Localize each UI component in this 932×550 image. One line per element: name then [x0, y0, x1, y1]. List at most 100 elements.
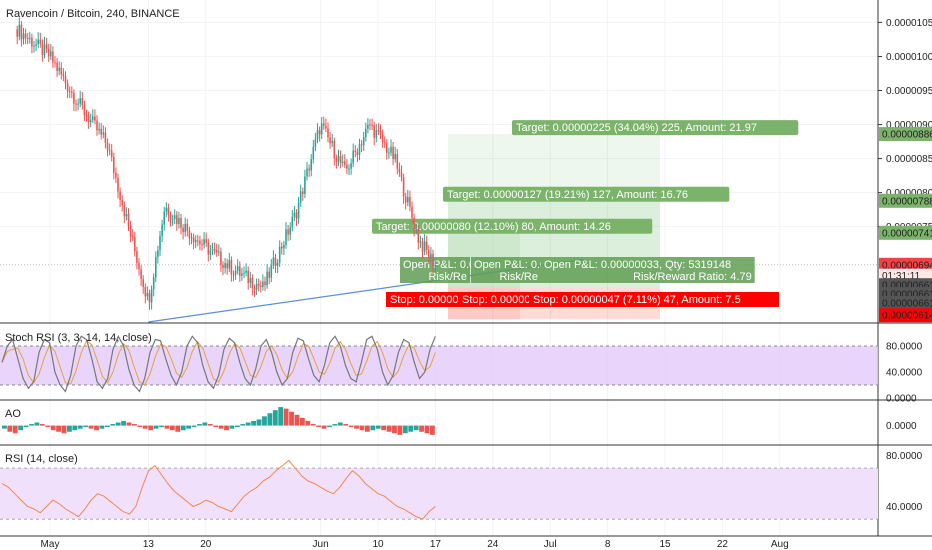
candle-body	[375, 130, 378, 138]
ao-bar	[39, 424, 45, 426]
price-badge-label: 0.00000661	[882, 298, 932, 309]
candle-body	[197, 240, 199, 242]
candle-body	[390, 146, 392, 153]
ao-bar	[99, 425, 105, 429]
candle-body	[71, 91, 73, 93]
stop-label-bg	[386, 292, 458, 307]
x-tick-label: 20	[200, 539, 212, 550]
candle-body	[396, 154, 399, 169]
target-label: Target: 0.00000127 (19.21%) 127, Amount:…	[447, 189, 688, 201]
candle-body	[377, 130, 380, 132]
x-tick-label: Jul	[544, 539, 557, 550]
candle-body	[64, 76, 67, 84]
stop-label: Stop: 0.000000	[390, 294, 465, 306]
ao-bar	[23, 425, 29, 428]
candles	[16, 17, 436, 310]
candle-body	[199, 240, 201, 245]
candle-body	[260, 285, 262, 287]
candle-body	[22, 33, 25, 40]
candle-body	[100, 128, 102, 135]
price-badge-label: 0.00000886	[882, 130, 932, 141]
ao-bar	[159, 425, 164, 428]
ao-bar	[262, 416, 267, 426]
candle-body	[251, 277, 254, 289]
price-badge-target	[879, 193, 932, 208]
candle-body	[121, 199, 123, 206]
ao-bar	[251, 420, 257, 426]
candle-body	[323, 123, 325, 126]
ao-bar	[294, 414, 300, 426]
candle-body	[98, 128, 100, 131]
candle-body	[113, 157, 115, 174]
candle-body	[428, 249, 430, 258]
candle-body	[26, 38, 29, 40]
candle-body	[289, 227, 291, 235]
candle-body	[278, 246, 281, 263]
stoch-y-label: 80.0000	[886, 342, 923, 353]
candle-body	[167, 207, 170, 215]
candle-body	[365, 128, 367, 138]
pnl-label-bg	[541, 257, 755, 283]
candle-body	[230, 260, 233, 275]
candle-body	[434, 264, 436, 267]
candle-body	[157, 250, 159, 258]
candle-body	[295, 212, 298, 219]
price-badge-label: 0.00000614	[882, 311, 932, 322]
ao-bar	[12, 425, 18, 434]
candle-body	[257, 283, 260, 286]
candle-body	[316, 130, 319, 140]
candle-body	[404, 196, 407, 203]
ao-bar	[148, 425, 154, 431]
candle-body	[165, 207, 168, 212]
candle-body	[85, 114, 88, 116]
position-tools[interactable]: Target: 0.00000080 (12.10%) 80, Amount: …	[372, 120, 799, 320]
candle-body	[331, 140, 333, 144]
candle-body	[344, 161, 346, 165]
candle-body	[255, 283, 258, 290]
ao-bar	[305, 420, 311, 426]
candle-body	[186, 223, 189, 231]
ao-bar	[337, 422, 343, 426]
candle-body	[234, 270, 237, 275]
x-tick-label: Jun	[313, 539, 329, 550]
candle-body	[194, 240, 197, 243]
candle-body	[104, 132, 107, 143]
candle-body	[299, 191, 302, 203]
candle-body	[81, 98, 84, 106]
candle-body	[348, 168, 350, 170]
price-badge-neutral	[879, 295, 932, 310]
candle-body	[360, 144, 363, 146]
candle-body	[33, 45, 35, 47]
ao-bar	[327, 425, 332, 428]
candle-body	[356, 151, 359, 155]
candle-body	[50, 51, 52, 57]
ao-bar	[332, 424, 338, 426]
price-badge-label: 0.00000788	[882, 196, 932, 207]
candle-body	[176, 215, 178, 224]
candle-body	[335, 158, 338, 162]
ao-bar	[2, 425, 7, 429]
candle-body	[106, 142, 109, 150]
candle-body	[419, 241, 422, 243]
ao-bar	[72, 425, 78, 431]
ao-bar	[429, 425, 435, 435]
stoch-d-line	[1, 339, 436, 386]
candle-body	[163, 211, 165, 225]
candle-body	[213, 249, 216, 251]
candle-body	[169, 214, 172, 220]
candle-body	[203, 239, 205, 245]
ao-bar	[110, 424, 116, 426]
ao-bar	[104, 425, 110, 428]
ao-bar	[278, 407, 284, 426]
ao-bar	[229, 425, 235, 429]
candle-body	[29, 37, 31, 39]
candle-body	[150, 289, 153, 303]
candle-body	[140, 269, 142, 280]
candle-body	[320, 123, 323, 135]
candle-body	[285, 229, 287, 246]
ao-bar	[197, 424, 202, 426]
